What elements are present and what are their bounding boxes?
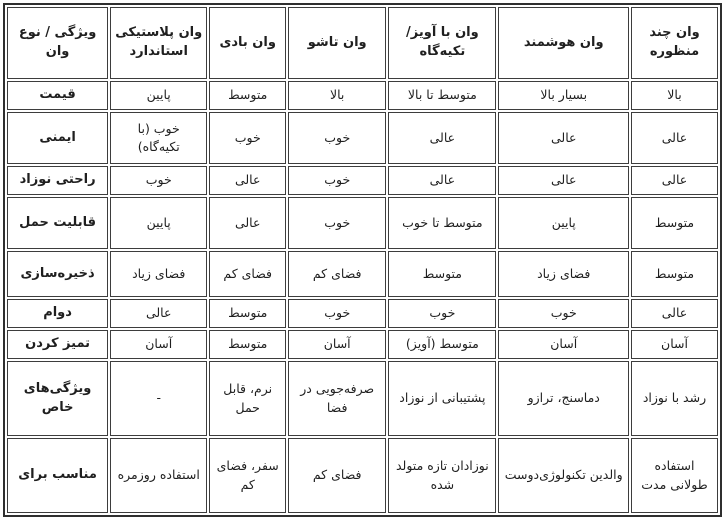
cell-cleaning-inflatable: متوسط xyxy=(209,330,287,359)
table-row-storage: ذخیره‌سازی فضای زیاد فضای کم فضای کم متو… xyxy=(7,251,718,297)
row-label-price: قیمت xyxy=(7,81,109,110)
cell-comfort-folding: خوب xyxy=(288,166,387,195)
cell-price-hanger: متوسط تا بالا xyxy=(388,81,497,110)
cell-special-hanger: پشتیبانی از نوزاد xyxy=(388,361,497,436)
cell-special-standard-plastic: - xyxy=(110,361,208,436)
column-header-feature-type: ویژگی / نوع وان xyxy=(7,7,109,79)
row-label-safety: ایمنی xyxy=(7,112,109,164)
cell-safety-smart: عالی xyxy=(498,112,629,164)
cell-safety-hanger: عالی xyxy=(388,112,497,164)
row-label-storage: ذخیره‌سازی xyxy=(7,251,109,297)
cell-safety-multipurpose: عالی xyxy=(630,112,718,164)
cell-safety-inflatable: خوب xyxy=(209,112,287,164)
cell-storage-standard-plastic: فضای زیاد xyxy=(110,251,208,297)
cell-safety-folding: خوب xyxy=(288,112,387,164)
row-label-portability: قابلیت حمل xyxy=(7,197,109,249)
cell-cleaning-smart: آسان xyxy=(498,330,629,359)
row-label-baby-comfort: راحتی نوزاد xyxy=(7,166,109,195)
cell-durability-hanger: خوب xyxy=(388,299,497,328)
cell-special-inflatable: نرم، قابل حمل xyxy=(209,361,287,436)
cell-comfort-inflatable: عالی xyxy=(209,166,287,195)
cell-durability-inflatable: متوسط xyxy=(209,299,287,328)
table-row-price: قیمت پایین متوسط بالا متوسط تا بالا بسیا… xyxy=(7,81,718,110)
table-row-safety: ایمنی خوب (با تکیه‌گاه) خوب خوب عالی عال… xyxy=(7,112,718,164)
cell-comfort-multipurpose: عالی xyxy=(630,166,718,195)
header-row: ویژگی / نوع وان وان پلاستیکی استاندارد و… xyxy=(7,7,718,79)
bathtub-comparison-table: ویژگی / نوع وان وان پلاستیکی استاندارد و… xyxy=(3,3,722,517)
cell-storage-smart: فضای زیاد xyxy=(498,251,629,297)
cell-comfort-standard-plastic: خوب xyxy=(110,166,208,195)
cell-cleaning-hanger: متوسط (آویز) xyxy=(388,330,497,359)
row-label-cleaning: تمیز کردن xyxy=(7,330,109,359)
cell-special-folding: صرفه‌جویی در فضا xyxy=(288,361,387,436)
table-row-cleaning: تمیز کردن آسان متوسط آسان متوسط (آویز) آ… xyxy=(7,330,718,359)
cell-suitable-standard-plastic: استفاده روزمره xyxy=(110,438,208,513)
table-row-special-features: ویژگی‌های خاص - نرم، قابل حمل صرفه‌جویی … xyxy=(7,361,718,436)
cell-durability-smart: خوب xyxy=(498,299,629,328)
column-header-hanger-support-tub: وان با آویز/تکیه‌گاه xyxy=(388,7,497,79)
cell-durability-folding: خوب xyxy=(288,299,387,328)
row-label-special-features: ویژگی‌های خاص xyxy=(7,361,109,436)
cell-suitable-folding: فضای کم xyxy=(288,438,387,513)
cell-cleaning-folding: آسان xyxy=(288,330,387,359)
cell-suitable-hanger: نوزادان تازه متولد شده xyxy=(388,438,497,513)
cell-comfort-smart: عالی xyxy=(498,166,629,195)
cell-durability-standard-plastic: عالی xyxy=(110,299,208,328)
cell-portability-inflatable: عالی xyxy=(209,197,287,249)
cell-durability-multipurpose: عالی xyxy=(630,299,718,328)
cell-storage-folding: فضای کم xyxy=(288,251,387,297)
table-row-baby-comfort: راحتی نوزاد خوب عالی خوب عالی عالی عالی xyxy=(7,166,718,195)
cell-storage-hanger: متوسط xyxy=(388,251,497,297)
cell-suitable-inflatable: سفر، فضای کم xyxy=(209,438,287,513)
row-label-durability: دوام xyxy=(7,299,109,328)
cell-portability-folding: خوب xyxy=(288,197,387,249)
cell-portability-multipurpose: متوسط xyxy=(630,197,718,249)
column-header-inflatable-tub: وان بادی xyxy=(209,7,287,79)
column-header-smart-tub: وان هوشمند xyxy=(498,7,629,79)
table-row-durability: دوام عالی متوسط خوب خوب خوب عالی xyxy=(7,299,718,328)
cell-price-folding: بالا xyxy=(288,81,387,110)
cell-cleaning-standard-plastic: آسان xyxy=(110,330,208,359)
cell-portability-standard-plastic: پایین xyxy=(110,197,208,249)
cell-suitable-smart: والدین تکنولوژی‌دوست xyxy=(498,438,629,513)
row-label-suitable-for: مناسب برای xyxy=(7,438,109,513)
cell-cleaning-multipurpose: آسان xyxy=(630,330,718,359)
cell-suitable-multipurpose: استفاده طولانی مدت xyxy=(630,438,718,513)
cell-special-smart: دماسنج، ترازو xyxy=(498,361,629,436)
table-row-suitable-for: مناسب برای استفاده روزمره سفر، فضای کم ف… xyxy=(7,438,718,513)
cell-price-multipurpose: بالا xyxy=(630,81,718,110)
cell-price-smart: بسیار بالا xyxy=(498,81,629,110)
column-header-folding-tub: وان تاشو xyxy=(288,7,387,79)
column-header-standard-plastic-tub: وان پلاستیکی استاندارد xyxy=(110,7,208,79)
cell-price-inflatable: متوسط xyxy=(209,81,287,110)
cell-storage-multipurpose: متوسط xyxy=(630,251,718,297)
cell-safety-standard-plastic: خوب (با تکیه‌گاه) xyxy=(110,112,208,164)
cell-portability-hanger: متوسط تا خوب xyxy=(388,197,497,249)
table-row-portability: قابلیت حمل پایین عالی خوب متوسط تا خوب پ… xyxy=(7,197,718,249)
cell-comfort-hanger: عالی xyxy=(388,166,497,195)
cell-portability-smart: پایین xyxy=(498,197,629,249)
column-header-multipurpose-tub: وان چند منظوره xyxy=(630,7,718,79)
cell-storage-inflatable: فضای کم xyxy=(209,251,287,297)
cell-price-standard-plastic: پایین xyxy=(110,81,208,110)
cell-special-multipurpose: رشد با نوزاد xyxy=(630,361,718,436)
